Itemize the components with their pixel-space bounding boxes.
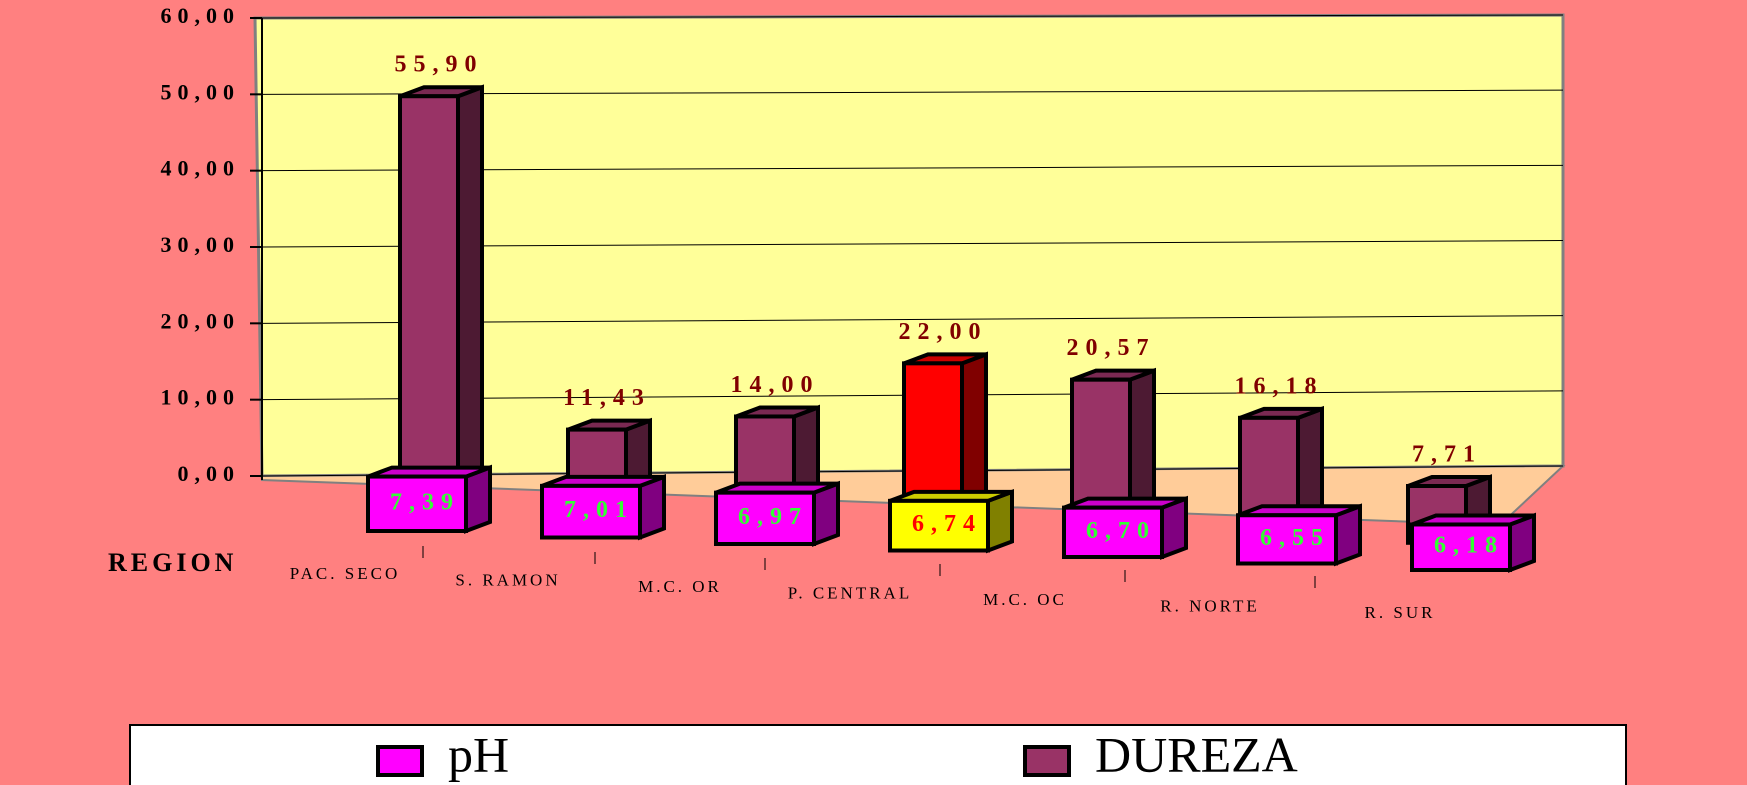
y-tick-label: 20,00 bbox=[161, 308, 241, 333]
bar bbox=[888, 498, 990, 553]
x-tick-label: PAC. SECO bbox=[290, 564, 400, 583]
y-tick-label: 30,00 bbox=[161, 232, 241, 257]
value-label: 55,90 bbox=[395, 52, 484, 78]
legend-swatch bbox=[1023, 745, 1071, 777]
value-label: 22,00 bbox=[899, 319, 988, 345]
legend bbox=[129, 724, 1627, 785]
value-label: 6,97 bbox=[738, 504, 808, 530]
value-label: 6,18 bbox=[1434, 533, 1504, 559]
value-label: 11,43 bbox=[563, 385, 651, 411]
value-label: 16,18 bbox=[1235, 373, 1324, 399]
bar bbox=[398, 94, 460, 510]
bar bbox=[1236, 513, 1338, 566]
x-tick-label: M.C. OR bbox=[638, 577, 722, 596]
legend-label: DUREZA bbox=[1095, 726, 1298, 782]
x-tick-label: R. SUR bbox=[1365, 603, 1436, 622]
x-tick-label: S. RAMON bbox=[455, 570, 560, 589]
value-label: 7,71 bbox=[1412, 442, 1482, 468]
x-axis-title: REGION bbox=[108, 548, 237, 577]
legend-swatch bbox=[376, 745, 424, 777]
y-tick-label: 0,00 bbox=[178, 461, 241, 486]
y-tick-label: 60,00 bbox=[161, 3, 241, 28]
value-label: 14,00 bbox=[731, 372, 820, 398]
value-label: 7,01 bbox=[564, 497, 634, 523]
y-tick-label: 50,00 bbox=[161, 79, 241, 104]
x-tick-label: R. NORTE bbox=[1160, 596, 1259, 615]
grid-line bbox=[261, 14, 1564, 19]
bar bbox=[540, 483, 642, 540]
bar bbox=[1410, 522, 1512, 573]
value-label: 6,55 bbox=[1260, 525, 1330, 551]
value-label: 6,70 bbox=[1086, 518, 1156, 544]
x-tick-label: P. CENTRAL bbox=[788, 583, 912, 602]
x-tick-label: M.C. OC bbox=[983, 590, 1067, 609]
y-tick-label: 40,00 bbox=[161, 156, 241, 181]
legend-label: pH bbox=[448, 726, 509, 782]
bar bbox=[1062, 505, 1164, 560]
bar bbox=[366, 474, 468, 533]
bar-side bbox=[456, 84, 484, 511]
value-label: 20,57 bbox=[1067, 335, 1156, 361]
bar bbox=[714, 490, 816, 546]
y-tick-label: 10,00 bbox=[161, 385, 241, 410]
value-label: 7,39 bbox=[390, 489, 460, 515]
value-label: 6,74 bbox=[912, 511, 982, 537]
